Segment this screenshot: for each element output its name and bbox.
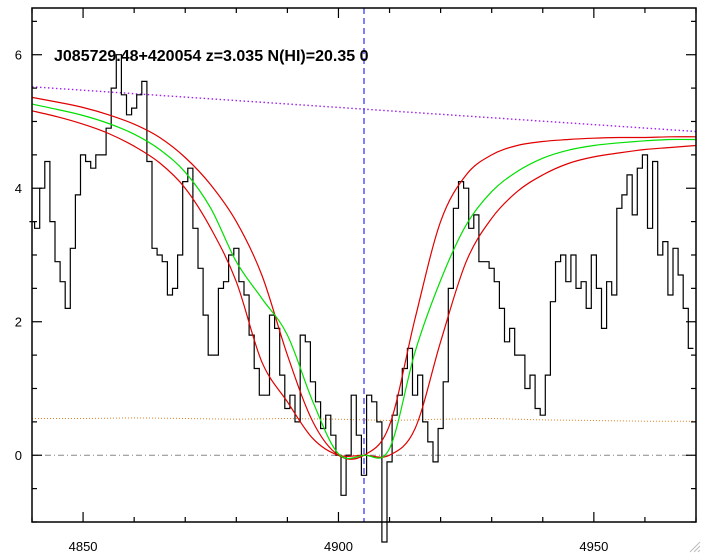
x-tick-label: 4900 — [324, 539, 353, 554]
series-model-best — [31, 103, 697, 460]
x-tick-label: 4950 — [579, 539, 608, 554]
y-tick-label: 6 — [15, 48, 22, 63]
series-flux-histogram — [29, 54, 694, 543]
chart-title: J085729.48+420054 z=3.035 N(HI)=20.35 0 — [54, 48, 369, 65]
x-tick-label: 4850 — [69, 539, 98, 554]
resize-grip-icon[interactable] — [689, 541, 701, 553]
plot-area — [29, 8, 697, 543]
series-model-upper — [31, 96, 697, 460]
y-tick-label: 0 — [15, 448, 22, 463]
y-tick-label: 2 — [15, 315, 22, 330]
y-tick-label: 4 — [15, 181, 22, 196]
axis-ticks: 4850 4900 4950 0 2 4 6 — [15, 8, 697, 554]
plot-frame — [31, 7, 697, 523]
